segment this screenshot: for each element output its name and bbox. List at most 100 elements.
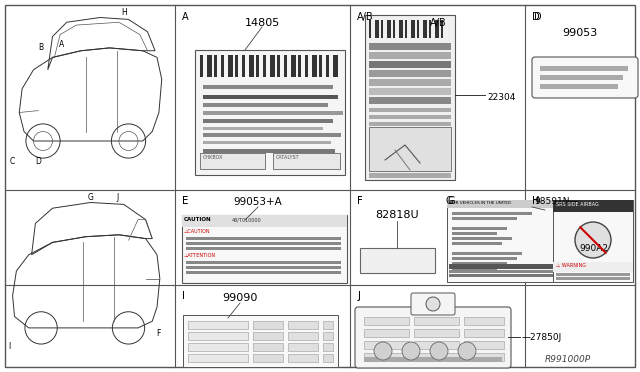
Bar bbox=[369, 79, 451, 86]
Text: FOR VEHICLES IN THE UNITED: FOR VEHICLES IN THE UNITED bbox=[450, 201, 511, 205]
Bar bbox=[369, 20, 371, 38]
Bar bbox=[288, 332, 318, 340]
Text: J: J bbox=[116, 193, 118, 202]
Text: CATALYST: CATALYST bbox=[276, 155, 300, 160]
Bar bbox=[369, 70, 451, 77]
Bar bbox=[188, 343, 248, 351]
Bar bbox=[323, 332, 333, 340]
Bar bbox=[369, 61, 451, 68]
Bar bbox=[298, 55, 301, 77]
Bar bbox=[540, 66, 628, 71]
Text: CAUTION: CAUTION bbox=[184, 217, 212, 222]
Bar bbox=[464, 353, 504, 361]
Text: H: H bbox=[532, 196, 540, 206]
Bar bbox=[188, 332, 248, 340]
Text: E: E bbox=[182, 196, 188, 206]
Text: E: E bbox=[182, 196, 188, 206]
Bar bbox=[452, 232, 497, 235]
Bar bbox=[387, 20, 391, 38]
Text: ⚠ATTENTION: ⚠ATTENTION bbox=[184, 253, 216, 258]
Bar bbox=[188, 321, 248, 329]
FancyBboxPatch shape bbox=[411, 293, 455, 315]
Bar bbox=[200, 55, 203, 77]
Text: D: D bbox=[532, 12, 540, 22]
Text: D: D bbox=[35, 157, 41, 166]
Text: F: F bbox=[357, 196, 363, 206]
Text: F: F bbox=[357, 196, 363, 206]
Bar bbox=[429, 20, 431, 38]
Bar bbox=[253, 321, 283, 329]
Text: H: H bbox=[121, 8, 127, 17]
Bar bbox=[182, 215, 347, 227]
Circle shape bbox=[575, 222, 611, 258]
Bar bbox=[464, 317, 504, 325]
Bar bbox=[369, 115, 451, 119]
Text: 98591N—: 98591N— bbox=[534, 197, 579, 206]
Text: A: A bbox=[182, 12, 189, 22]
Bar bbox=[360, 248, 435, 273]
Bar bbox=[452, 227, 507, 230]
Bar bbox=[375, 20, 379, 38]
Bar bbox=[203, 111, 343, 115]
Bar bbox=[449, 274, 560, 277]
Bar bbox=[203, 141, 331, 144]
Bar bbox=[414, 317, 459, 325]
Text: B: B bbox=[38, 44, 44, 52]
Text: A/B: A/B bbox=[430, 18, 447, 28]
Bar bbox=[369, 122, 451, 126]
Bar bbox=[452, 252, 522, 255]
Bar bbox=[183, 315, 338, 367]
Bar bbox=[452, 212, 532, 215]
Bar bbox=[323, 343, 333, 351]
Circle shape bbox=[426, 297, 440, 311]
Bar bbox=[312, 55, 317, 77]
Bar bbox=[464, 329, 504, 337]
Bar bbox=[203, 119, 333, 123]
Bar bbox=[553, 200, 633, 212]
Bar bbox=[452, 237, 512, 240]
Bar bbox=[207, 55, 212, 77]
Bar bbox=[369, 97, 451, 104]
Bar bbox=[288, 354, 318, 362]
Bar bbox=[186, 261, 341, 264]
FancyBboxPatch shape bbox=[532, 57, 638, 98]
Bar bbox=[449, 270, 560, 273]
Text: G: G bbox=[88, 193, 93, 202]
Bar bbox=[414, 341, 459, 349]
Bar bbox=[452, 257, 517, 260]
Text: 99053+A: 99053+A bbox=[234, 197, 282, 207]
Text: J: J bbox=[357, 291, 360, 301]
Bar bbox=[182, 215, 347, 283]
Circle shape bbox=[430, 342, 448, 360]
Bar bbox=[364, 357, 502, 362]
Bar bbox=[235, 55, 238, 77]
Bar bbox=[452, 217, 517, 220]
Bar bbox=[447, 200, 562, 208]
Bar bbox=[556, 273, 630, 276]
Bar bbox=[452, 262, 507, 265]
Bar bbox=[405, 20, 407, 38]
Bar bbox=[399, 20, 403, 38]
Text: CHKBOX: CHKBOX bbox=[203, 155, 223, 160]
Bar bbox=[186, 247, 341, 250]
Bar bbox=[423, 20, 427, 38]
Bar bbox=[323, 321, 333, 329]
Bar bbox=[464, 341, 504, 349]
Text: 48/T010000: 48/T010000 bbox=[232, 217, 262, 222]
Bar bbox=[288, 343, 318, 351]
Bar bbox=[284, 55, 287, 77]
Circle shape bbox=[402, 342, 420, 360]
Circle shape bbox=[458, 342, 476, 360]
Text: I: I bbox=[8, 342, 11, 352]
Text: I: I bbox=[182, 291, 185, 301]
Bar bbox=[288, 321, 318, 329]
Text: 99053: 99053 bbox=[563, 28, 598, 38]
Bar bbox=[556, 277, 630, 280]
Bar bbox=[333, 55, 338, 77]
Bar bbox=[203, 85, 333, 89]
Bar bbox=[441, 20, 443, 38]
Text: H: H bbox=[532, 196, 540, 206]
Bar bbox=[323, 354, 333, 362]
Bar bbox=[270, 55, 275, 77]
Bar bbox=[253, 354, 283, 362]
